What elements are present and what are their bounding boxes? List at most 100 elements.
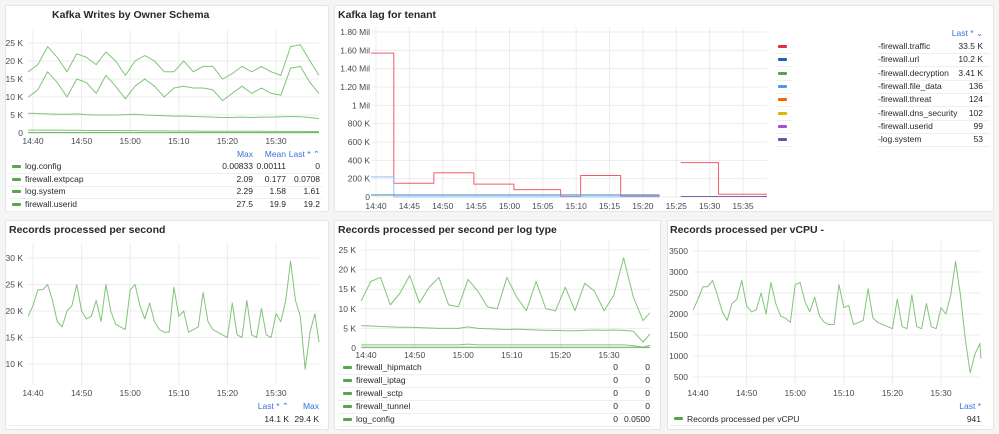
panel-title[interactable]: Records processed per vCPU - xyxy=(670,224,825,236)
legend-swatch-icon xyxy=(12,190,21,194)
legend-value: 0.0500 xyxy=(624,414,650,424)
legend-swatch-icon xyxy=(778,58,787,62)
panel-title[interactable]: Records processed per second xyxy=(9,224,166,236)
legend-series-name[interactable]: -firewall.traffic xyxy=(878,41,931,51)
legend-value: 0 xyxy=(613,375,618,385)
legend-last: 0 xyxy=(315,161,320,171)
legend-max: 27.5 xyxy=(236,198,253,209)
legend-header-max[interactable]: Max xyxy=(236,149,253,159)
legend-swatch-icon xyxy=(343,418,352,421)
legend-swatch-cell xyxy=(775,94,792,108)
legend-header-last[interactable]: Last * ⌃ xyxy=(257,401,289,411)
legend-last: 102 xyxy=(968,107,983,118)
panel-title[interactable]: Records processed per second per log typ… xyxy=(338,224,557,236)
legend-row[interactable] xyxy=(878,41,990,54)
legend-row[interactable] xyxy=(878,94,990,108)
legend-row[interactable] xyxy=(338,362,653,375)
legend-header-last[interactable]: Last * xyxy=(959,401,981,411)
legend-max: 0.00833 xyxy=(222,161,253,171)
legend-row[interactable] xyxy=(338,401,653,414)
legend-last: 53 xyxy=(973,134,983,145)
legend-mean: 19.9 xyxy=(269,198,286,209)
legend-swatch-icon xyxy=(674,417,683,420)
legend-value-last: 14.1 K xyxy=(264,414,289,424)
legend-series-name[interactable]: log.config xyxy=(25,161,62,171)
legend-row[interactable] xyxy=(670,413,983,426)
legend-row[interactable] xyxy=(9,199,322,212)
legend-swatch-cell xyxy=(775,68,792,81)
legend-value-max: 29.4 K xyxy=(294,414,319,424)
legend-row[interactable] xyxy=(878,81,990,94)
legend-series-name[interactable]: log_config xyxy=(356,414,395,424)
legend-swatch-icon xyxy=(12,177,21,181)
legend-series-name[interactable]: firewall_tunnel xyxy=(356,401,411,411)
legend-series-name[interactable]: -firewall.decryption xyxy=(878,67,949,78)
legend-series-name[interactable]: firewall_sctp xyxy=(356,388,403,398)
legend-value: 0 xyxy=(613,362,618,372)
legend-series-name[interactable]: log.system xyxy=(25,186,66,197)
legend-swatch-icon xyxy=(778,98,787,102)
legend-mean: 0.00111 xyxy=(256,161,286,171)
legend-series-name[interactable]: -firewall.threat xyxy=(878,94,932,105)
legend-row[interactable] xyxy=(9,186,322,200)
legend-swatch-icon xyxy=(778,124,787,128)
legend-swatch-cell xyxy=(775,121,792,134)
panel-title[interactable]: Kafka lag for tenant xyxy=(338,9,437,21)
panel-kafka-writes xyxy=(5,5,329,212)
legend-series-name[interactable]: firewall_iptag xyxy=(356,375,406,385)
legend-row[interactable] xyxy=(878,68,990,81)
legend-series-name[interactable]: Records processed per vCPU xyxy=(687,414,800,424)
legend-header-max[interactable]: Max xyxy=(302,401,319,411)
legend-swatch-icon xyxy=(778,138,787,142)
legend-last: 33.5 K xyxy=(958,41,983,51)
legend-swatch-cell xyxy=(775,41,792,54)
legend-row[interactable] xyxy=(338,388,653,401)
legend-header-last[interactable]: Last * ⌃ xyxy=(288,149,320,159)
legend-last: 0.0708 xyxy=(294,173,320,184)
legend-series-name[interactable]: firewall.extpcap xyxy=(25,173,84,184)
panel-records-per-vcpu xyxy=(667,220,994,430)
legend-row[interactable] xyxy=(9,161,322,174)
legend-row[interactable] xyxy=(338,375,653,388)
legend-last: 19.2 xyxy=(303,198,320,209)
legend-series-name[interactable]: -firewall.url xyxy=(878,54,920,65)
legend-swatch-icon xyxy=(343,392,352,395)
legend-last: 1.61 xyxy=(303,186,320,197)
legend-last: 3.41 K xyxy=(958,67,983,78)
legend-last: 124 xyxy=(968,94,983,105)
legend-swatch-icon xyxy=(343,405,352,408)
legend-value: 0 xyxy=(613,401,618,411)
legend-max: 2.09 xyxy=(236,173,253,184)
legend-row[interactable] xyxy=(878,121,990,134)
legend-swatch-icon xyxy=(343,366,352,369)
legend-series-name[interactable]: firewall.userid xyxy=(25,198,77,209)
legend-swatch-icon xyxy=(343,379,352,382)
legend-swatch-cell xyxy=(775,81,792,94)
legend-value: 0 xyxy=(645,401,650,411)
legend-row[interactable] xyxy=(878,54,990,68)
legend-series-name[interactable]: -firewall.file_data xyxy=(878,80,942,91)
legend-last: 99 xyxy=(973,120,983,131)
legend-row[interactable] xyxy=(878,134,990,148)
legend-series-name[interactable]: -firewall.userid xyxy=(878,120,933,131)
legend-swatch-cell xyxy=(775,54,792,68)
legend-value: 0 xyxy=(645,362,650,372)
legend-row[interactable] xyxy=(9,174,322,187)
legend-series-name[interactable]: firewall_hipmatch xyxy=(356,362,422,372)
legend-swatch-icon xyxy=(778,111,787,115)
legend-mean: 0.177 xyxy=(264,173,286,184)
panel-records-per-log-type xyxy=(334,220,661,430)
legend-header-last[interactable]: Last * ⌄ xyxy=(951,28,983,38)
panel-title[interactable]: Kafka Writes by Owner Schema xyxy=(52,9,210,21)
legend-swatch-icon xyxy=(778,45,787,48)
legend-row[interactable] xyxy=(338,414,653,427)
legend-header-mean[interactable]: Mean xyxy=(264,149,286,159)
legend-swatch-icon xyxy=(12,202,21,206)
legend-last: 10.2 K xyxy=(958,54,983,65)
legend-swatch-icon xyxy=(778,71,787,75)
legend-series-name[interactable]: -firewall.dns_security xyxy=(878,107,958,118)
legend-swatch-cell xyxy=(775,108,792,121)
legend-series-name[interactable]: -log.system xyxy=(878,134,922,145)
legend-row[interactable] xyxy=(878,108,990,121)
legend-swatch-icon xyxy=(12,165,21,168)
